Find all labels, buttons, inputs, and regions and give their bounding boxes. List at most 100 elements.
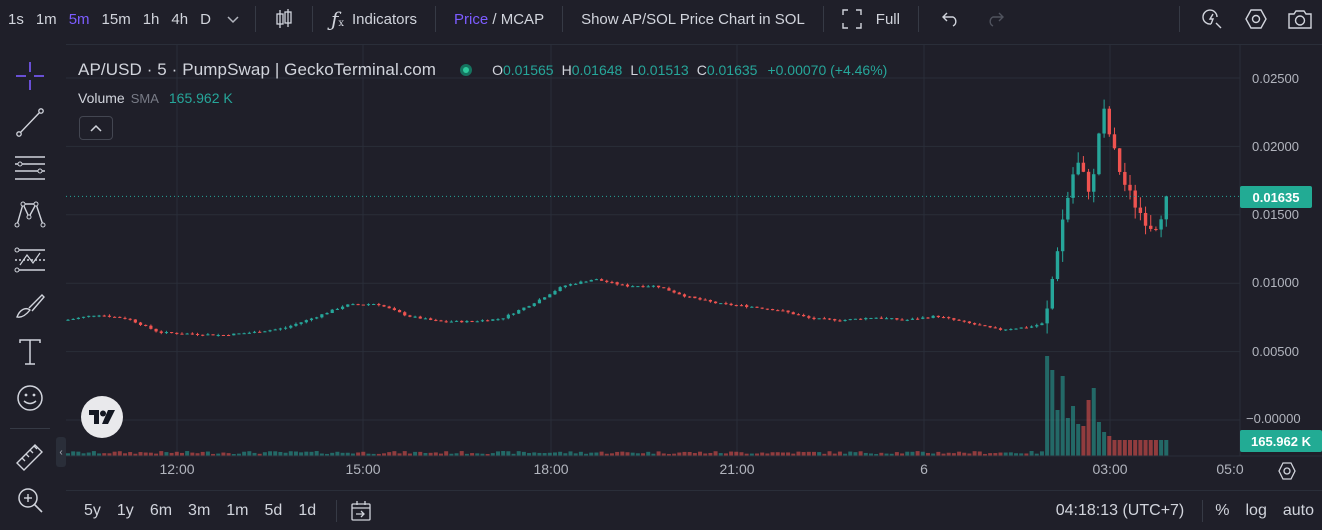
- price-mcap-toggle[interactable]: Price / MCAP: [446, 11, 552, 28]
- bottom-right-controls: 04:18:13 (UTC+7) % log auto: [1042, 491, 1322, 530]
- volume-bar: [1102, 432, 1107, 456]
- volume-bar: [1091, 388, 1096, 456]
- range-6m[interactable]: 6m: [149, 501, 173, 519]
- price-option[interactable]: Price: [454, 10, 489, 28]
- volume-bar: [755, 453, 760, 456]
- pattern-icon[interactable]: [10, 194, 50, 234]
- settings-icon[interactable]: [1234, 0, 1278, 38]
- candle: [729, 303, 733, 306]
- candle: [434, 319, 438, 321]
- volume-bar: [423, 452, 428, 456]
- high-key: H: [561, 62, 572, 78]
- candle: [242, 333, 246, 335]
- range-1m[interactable]: 1m: [226, 501, 249, 519]
- range-1d[interactable]: 1d: [298, 501, 317, 519]
- text-icon[interactable]: [10, 332, 50, 372]
- volume-label[interactable]: Volume: [78, 90, 125, 106]
- candle: [144, 324, 148, 326]
- redo-icon[interactable]: [973, 0, 1017, 38]
- volume-bar: [262, 452, 267, 456]
- interval-1m[interactable]: 1m: [35, 10, 57, 28]
- volume-bar: [1060, 376, 1065, 456]
- brush-icon[interactable]: [10, 286, 50, 326]
- price-axis-label: 0.01500: [1252, 207, 1299, 222]
- volume-bar: [221, 452, 226, 456]
- volume-bar: [977, 451, 982, 456]
- volume-bar: [692, 453, 697, 456]
- auto-scale-toggle[interactable]: auto: [1282, 502, 1314, 519]
- top-toolbar: 1s 1m 5m 15m 1h 4h D ƒx Indicators Price…: [0, 0, 1322, 38]
- candle: [423, 318, 428, 320]
- range-5d[interactable]: 5d: [264, 501, 283, 519]
- candle: [703, 299, 707, 301]
- volume-bar: [957, 451, 962, 456]
- log-scale-toggle[interactable]: log: [1245, 502, 1267, 519]
- candle: [377, 304, 381, 306]
- candle: [656, 285, 661, 288]
- volume-bar: [868, 453, 873, 456]
- range-3m[interactable]: 3m: [188, 501, 211, 519]
- axis-settings-icon[interactable]: [1274, 458, 1300, 484]
- collapse-legend-button[interactable]: [79, 116, 113, 140]
- interval-5m[interactable]: 5m: [68, 10, 90, 28]
- symbol-title[interactable]: AP/USD · 5 · PumpSwap | GeckoTerminal.co…: [78, 60, 437, 79]
- trend-line-icon[interactable]: [10, 102, 50, 142]
- ruler-icon[interactable]: [10, 436, 50, 476]
- zoom-in-icon[interactable]: [10, 480, 50, 520]
- prediction-icon[interactable]: [10, 240, 50, 280]
- quick-search-icon[interactable]: [1190, 0, 1234, 38]
- percent-scale-toggle[interactable]: %: [1215, 502, 1230, 519]
- calendar-range-icon[interactable]: [349, 499, 373, 523]
- interval-4h[interactable]: 4h: [171, 10, 189, 28]
- market-status-dot[interactable]: [460, 64, 473, 76]
- volume-bar: [444, 451, 449, 456]
- timezone-clock[interactable]: 04:18:13 (UTC+7): [1055, 502, 1185, 519]
- volume-bar: [413, 451, 418, 456]
- volume-bar: [615, 451, 620, 456]
- emoji-icon[interactable]: [10, 378, 50, 418]
- range-1y[interactable]: 1y: [116, 501, 134, 519]
- interval-1h[interactable]: 1h: [142, 10, 160, 28]
- candle: [522, 307, 526, 311]
- candle: [791, 312, 795, 315]
- chart-type-button[interactable]: [266, 8, 302, 30]
- candle: [745, 305, 749, 307]
- volume-bar: [495, 451, 500, 456]
- candle: [465, 320, 469, 323]
- interval-d[interactable]: D: [200, 10, 211, 28]
- candle: [713, 301, 718, 304]
- volume-bar: [1014, 453, 1019, 456]
- volume-bar: [309, 451, 314, 456]
- volume-bar: [1138, 440, 1143, 456]
- camera-icon[interactable]: [1278, 0, 1322, 38]
- interval-15m[interactable]: 15m: [101, 10, 131, 28]
- candle: [693, 296, 697, 299]
- collapse-toolbar-button[interactable]: ‹: [56, 437, 66, 467]
- volume-bar: [1112, 440, 1117, 456]
- chevron-up-icon: [90, 124, 102, 132]
- volume-bar: [345, 452, 350, 456]
- volume-bar: [407, 453, 412, 456]
- candle: [1164, 196, 1168, 220]
- volume-bar: [910, 451, 915, 456]
- fib-retracement-icon[interactable]: [10, 148, 50, 188]
- undo-icon[interactable]: [929, 0, 973, 38]
- chevron-down-icon[interactable]: [217, 11, 245, 28]
- volume-bar: [791, 453, 796, 456]
- time-axis-label: 03:00: [1092, 461, 1128, 477]
- show-pair-chart-button[interactable]: Show AP/SOL Price Chart in SOL: [573, 11, 813, 28]
- toolbar-divider: [917, 6, 919, 32]
- range-5y[interactable]: 5y: [84, 501, 101, 519]
- interval-1s[interactable]: 1s: [8, 10, 24, 28]
- volume-bar: [330, 452, 335, 456]
- candle: [921, 317, 925, 319]
- candle: [724, 303, 728, 305]
- tradingview-logo[interactable]: [81, 396, 123, 438]
- crosshair-icon[interactable]: [10, 56, 50, 96]
- fullscreen-button[interactable]: Full: [834, 9, 908, 29]
- chart-pane[interactable]: [66, 44, 1322, 486]
- volume-bar: [925, 452, 930, 456]
- indicators-button[interactable]: ƒx Indicators: [323, 7, 425, 31]
- mcap-option[interactable]: MCAP: [500, 10, 545, 28]
